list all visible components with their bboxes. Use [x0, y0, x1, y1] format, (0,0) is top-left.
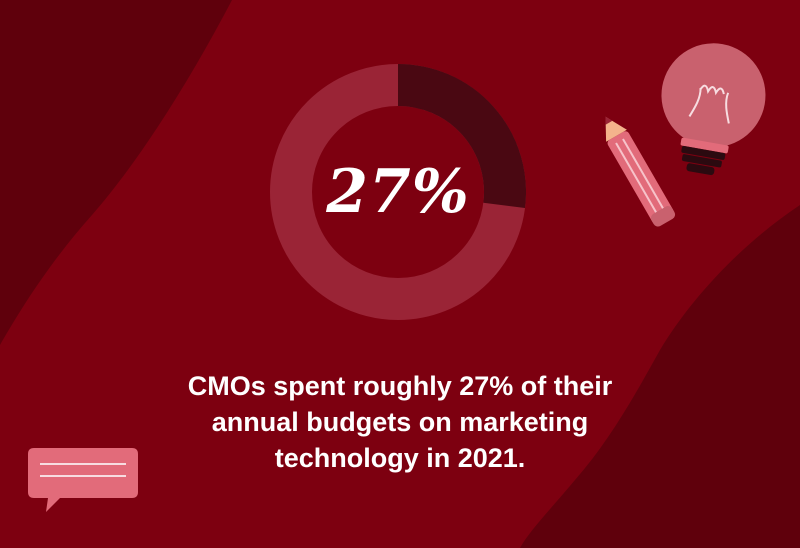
pencil-tip	[605, 116, 627, 142]
bottom-right-blob	[520, 205, 800, 548]
lightbulb-icon	[661, 43, 766, 176]
donut-center-label: 27%	[326, 157, 470, 227]
caption-line-1: CMOs spent roughly 27% of their	[187, 371, 613, 401]
bulb-base-ring-1	[681, 145, 726, 160]
bubble-shape	[28, 448, 138, 512]
pencil-eraser	[650, 206, 676, 227]
caption-text: CMOs spent roughly 27% of their annual b…	[120, 368, 680, 476]
chat-bubble-icon	[28, 448, 138, 512]
donut-slice-highlight	[397, 64, 526, 209]
bulb-filament-coil	[699, 84, 725, 96]
bulb-glass	[661, 43, 766, 148]
donut-chart: 27%	[270, 64, 526, 320]
caption-line-3: technology in 2021.	[274, 443, 526, 473]
pencil-lead	[605, 116, 613, 125]
pencil-stripe-left	[615, 142, 658, 215]
donut-svg	[270, 64, 526, 320]
bulb-base-ring-2	[681, 154, 722, 168]
bulb-neck	[680, 137, 729, 154]
caption-line-2: annual budgets on marketing	[211, 407, 589, 437]
pencil-body	[607, 131, 674, 224]
pencil-stripe-right	[622, 138, 665, 211]
pencil-icon	[605, 116, 676, 227]
top-left-blob	[0, 0, 232, 345]
bulb-base-tip	[686, 163, 715, 176]
bulb-filament-wires	[688, 87, 730, 124]
